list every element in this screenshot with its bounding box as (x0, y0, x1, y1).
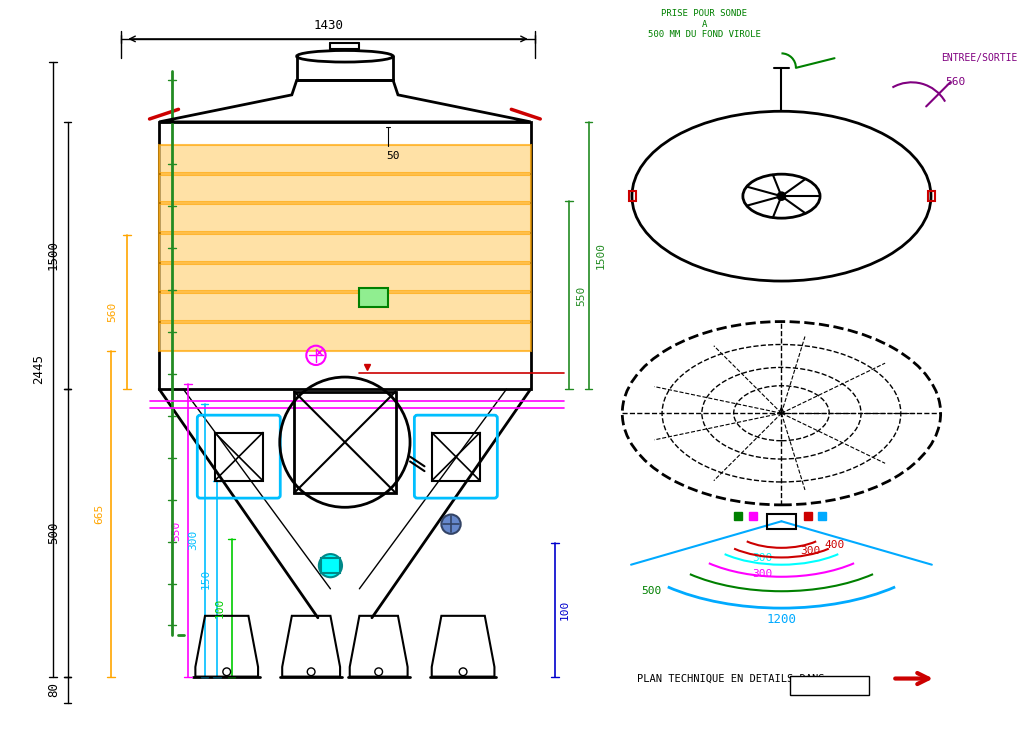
Polygon shape (159, 204, 530, 232)
Text: ENTREE/SORTIE: ENTREE/SORTIE (941, 53, 1017, 63)
Bar (321, 558, 340, 573)
Text: 1500: 1500 (47, 240, 59, 270)
Bar (629, 192, 636, 201)
Text: 500: 500 (47, 522, 59, 544)
Text: PLAN TECHNIQUE EN DETAILS DANS: PLAN TECHNIQUE EN DETAILS DANS (637, 674, 824, 683)
Text: 100: 100 (559, 600, 569, 620)
Text: PRISE POUR SONDE
A
500 MM DU FOND VIROLE: PRISE POUR SONDE A 500 MM DU FOND VIROLE (648, 9, 761, 39)
Circle shape (223, 668, 230, 676)
Text: 550: 550 (575, 285, 586, 306)
Polygon shape (159, 293, 530, 321)
Polygon shape (159, 175, 530, 203)
Bar (432, 433, 480, 481)
Polygon shape (159, 145, 530, 172)
Text: 150: 150 (201, 568, 210, 589)
Circle shape (307, 668, 315, 676)
Text: 560: 560 (945, 77, 966, 87)
Text: 100: 100 (215, 598, 225, 618)
Text: 300: 300 (752, 569, 772, 579)
Text: 665: 665 (94, 503, 104, 524)
Text: 560: 560 (108, 302, 118, 322)
Text: 50: 50 (386, 150, 400, 161)
Bar (767, 514, 796, 529)
Bar (359, 288, 388, 307)
Circle shape (459, 668, 467, 676)
Text: 550: 550 (171, 520, 181, 540)
Text: 1500: 1500 (595, 242, 605, 269)
Text: 300: 300 (752, 553, 772, 563)
Text: 2445: 2445 (33, 354, 45, 384)
Text: 500: 500 (641, 587, 662, 596)
Text: 300: 300 (801, 546, 820, 556)
Text: 1430: 1430 (313, 19, 343, 32)
Text: 1200: 1200 (766, 613, 797, 626)
Bar (215, 433, 263, 481)
Text: Documentation: Documentation (795, 681, 864, 690)
Circle shape (375, 668, 383, 676)
Bar (928, 192, 935, 201)
Circle shape (776, 192, 786, 201)
Polygon shape (159, 264, 530, 291)
Polygon shape (159, 234, 530, 262)
Circle shape (318, 554, 342, 577)
Bar (294, 391, 395, 493)
Circle shape (441, 514, 461, 534)
FancyBboxPatch shape (791, 676, 869, 695)
Text: 400: 400 (824, 540, 845, 550)
Polygon shape (159, 323, 530, 351)
Text: 80: 80 (47, 682, 59, 697)
Text: 300: 300 (187, 530, 198, 551)
